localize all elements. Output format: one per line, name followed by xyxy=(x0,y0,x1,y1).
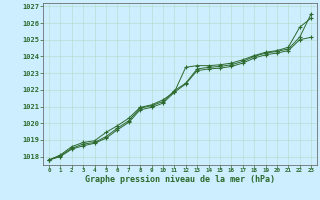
X-axis label: Graphe pression niveau de la mer (hPa): Graphe pression niveau de la mer (hPa) xyxy=(85,175,275,184)
